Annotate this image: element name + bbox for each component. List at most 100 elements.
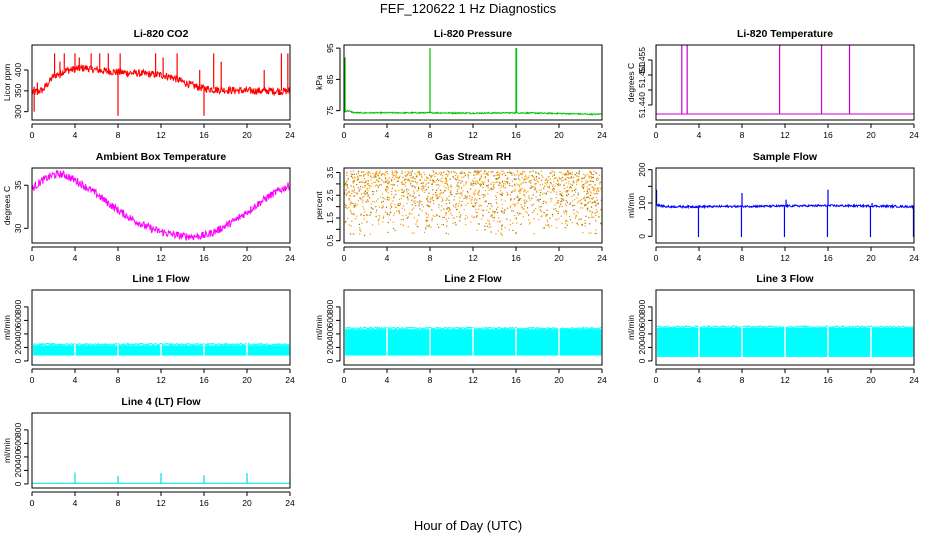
data-point xyxy=(448,217,450,219)
data-point xyxy=(578,176,580,178)
y-tick-label: 0.5 xyxy=(325,235,335,247)
data-point xyxy=(568,180,570,183)
data-point xyxy=(391,173,393,175)
y-tick-label: 0 xyxy=(13,481,23,486)
data-point xyxy=(491,214,493,216)
data-point xyxy=(431,183,433,185)
data-point xyxy=(352,185,355,187)
y-axis-label: ml/min xyxy=(626,193,636,218)
data-point xyxy=(566,220,568,223)
data-point xyxy=(350,225,352,227)
data-point xyxy=(595,229,597,231)
data-point xyxy=(459,179,461,181)
data-point xyxy=(387,187,389,189)
x-tick-label: 16 xyxy=(199,498,209,508)
data-point xyxy=(432,200,435,202)
data-point xyxy=(521,188,523,190)
data-point xyxy=(520,197,522,200)
data-point xyxy=(424,179,426,181)
data-point xyxy=(493,183,495,185)
data-layer xyxy=(344,326,602,359)
data-point xyxy=(426,188,428,191)
data-point xyxy=(361,181,364,183)
y-axis-label: ml/min xyxy=(314,315,324,340)
plot-frame xyxy=(343,289,603,366)
data-point xyxy=(350,201,352,203)
data-point xyxy=(590,184,592,186)
data-point xyxy=(476,229,478,231)
data-point xyxy=(373,175,376,177)
data-point xyxy=(357,187,359,189)
data-point xyxy=(538,206,540,208)
data-point xyxy=(363,208,365,210)
data-point xyxy=(573,209,575,211)
data-point xyxy=(356,173,358,175)
data-point xyxy=(370,185,372,187)
y-tick-label: 800 xyxy=(637,300,647,314)
data-point xyxy=(360,197,362,199)
data-point xyxy=(544,179,546,182)
data-point xyxy=(544,182,546,184)
data-point xyxy=(352,177,354,179)
data-point xyxy=(390,179,393,181)
data-point xyxy=(355,192,357,194)
data-point xyxy=(425,184,427,186)
data-point xyxy=(385,171,387,173)
data-point xyxy=(351,212,353,214)
data-point xyxy=(422,185,424,187)
data-point xyxy=(576,197,578,199)
data-point xyxy=(450,190,452,192)
data-point xyxy=(488,220,490,222)
data-point xyxy=(509,182,511,184)
data-point xyxy=(460,171,462,173)
data-point xyxy=(377,220,379,222)
data-point xyxy=(388,214,390,216)
data-point xyxy=(392,200,394,202)
data-point xyxy=(485,222,487,224)
data-point xyxy=(346,183,348,185)
data-point xyxy=(401,183,403,185)
data-point xyxy=(593,188,595,190)
data-point xyxy=(346,192,348,194)
plot-frame xyxy=(31,167,291,244)
data-point xyxy=(495,201,498,204)
data-layer xyxy=(656,189,914,237)
data-point xyxy=(474,202,476,205)
data-point xyxy=(433,174,435,176)
data-point xyxy=(563,179,565,181)
data-point xyxy=(566,195,568,197)
data-point xyxy=(444,189,446,192)
data-layer xyxy=(32,472,290,484)
data-point xyxy=(514,174,516,176)
data-point xyxy=(501,186,503,188)
data-point xyxy=(352,202,354,205)
data-point xyxy=(367,190,369,192)
data-point xyxy=(586,208,588,210)
data-point xyxy=(452,222,454,224)
data-point xyxy=(512,190,514,192)
data-point xyxy=(546,214,548,216)
data-point xyxy=(423,171,425,174)
data-point xyxy=(595,196,598,198)
data-point xyxy=(358,223,360,225)
data-point xyxy=(545,178,547,180)
data-point xyxy=(367,214,369,216)
data-point xyxy=(378,181,380,183)
data-point xyxy=(435,213,437,216)
data-point xyxy=(432,170,434,172)
data-point xyxy=(404,209,406,211)
data-point xyxy=(386,181,388,183)
data-point xyxy=(507,172,509,174)
data-point xyxy=(438,207,440,209)
data-point xyxy=(543,192,545,194)
y-tick-label: 800 xyxy=(13,423,23,437)
data-point xyxy=(488,223,490,225)
data-point xyxy=(401,172,403,174)
data-point xyxy=(350,170,352,173)
data-point xyxy=(414,200,416,202)
data-point xyxy=(493,217,495,219)
data-point xyxy=(431,209,433,211)
data-point xyxy=(488,203,490,205)
data-point xyxy=(516,170,518,172)
data-point xyxy=(537,181,539,183)
